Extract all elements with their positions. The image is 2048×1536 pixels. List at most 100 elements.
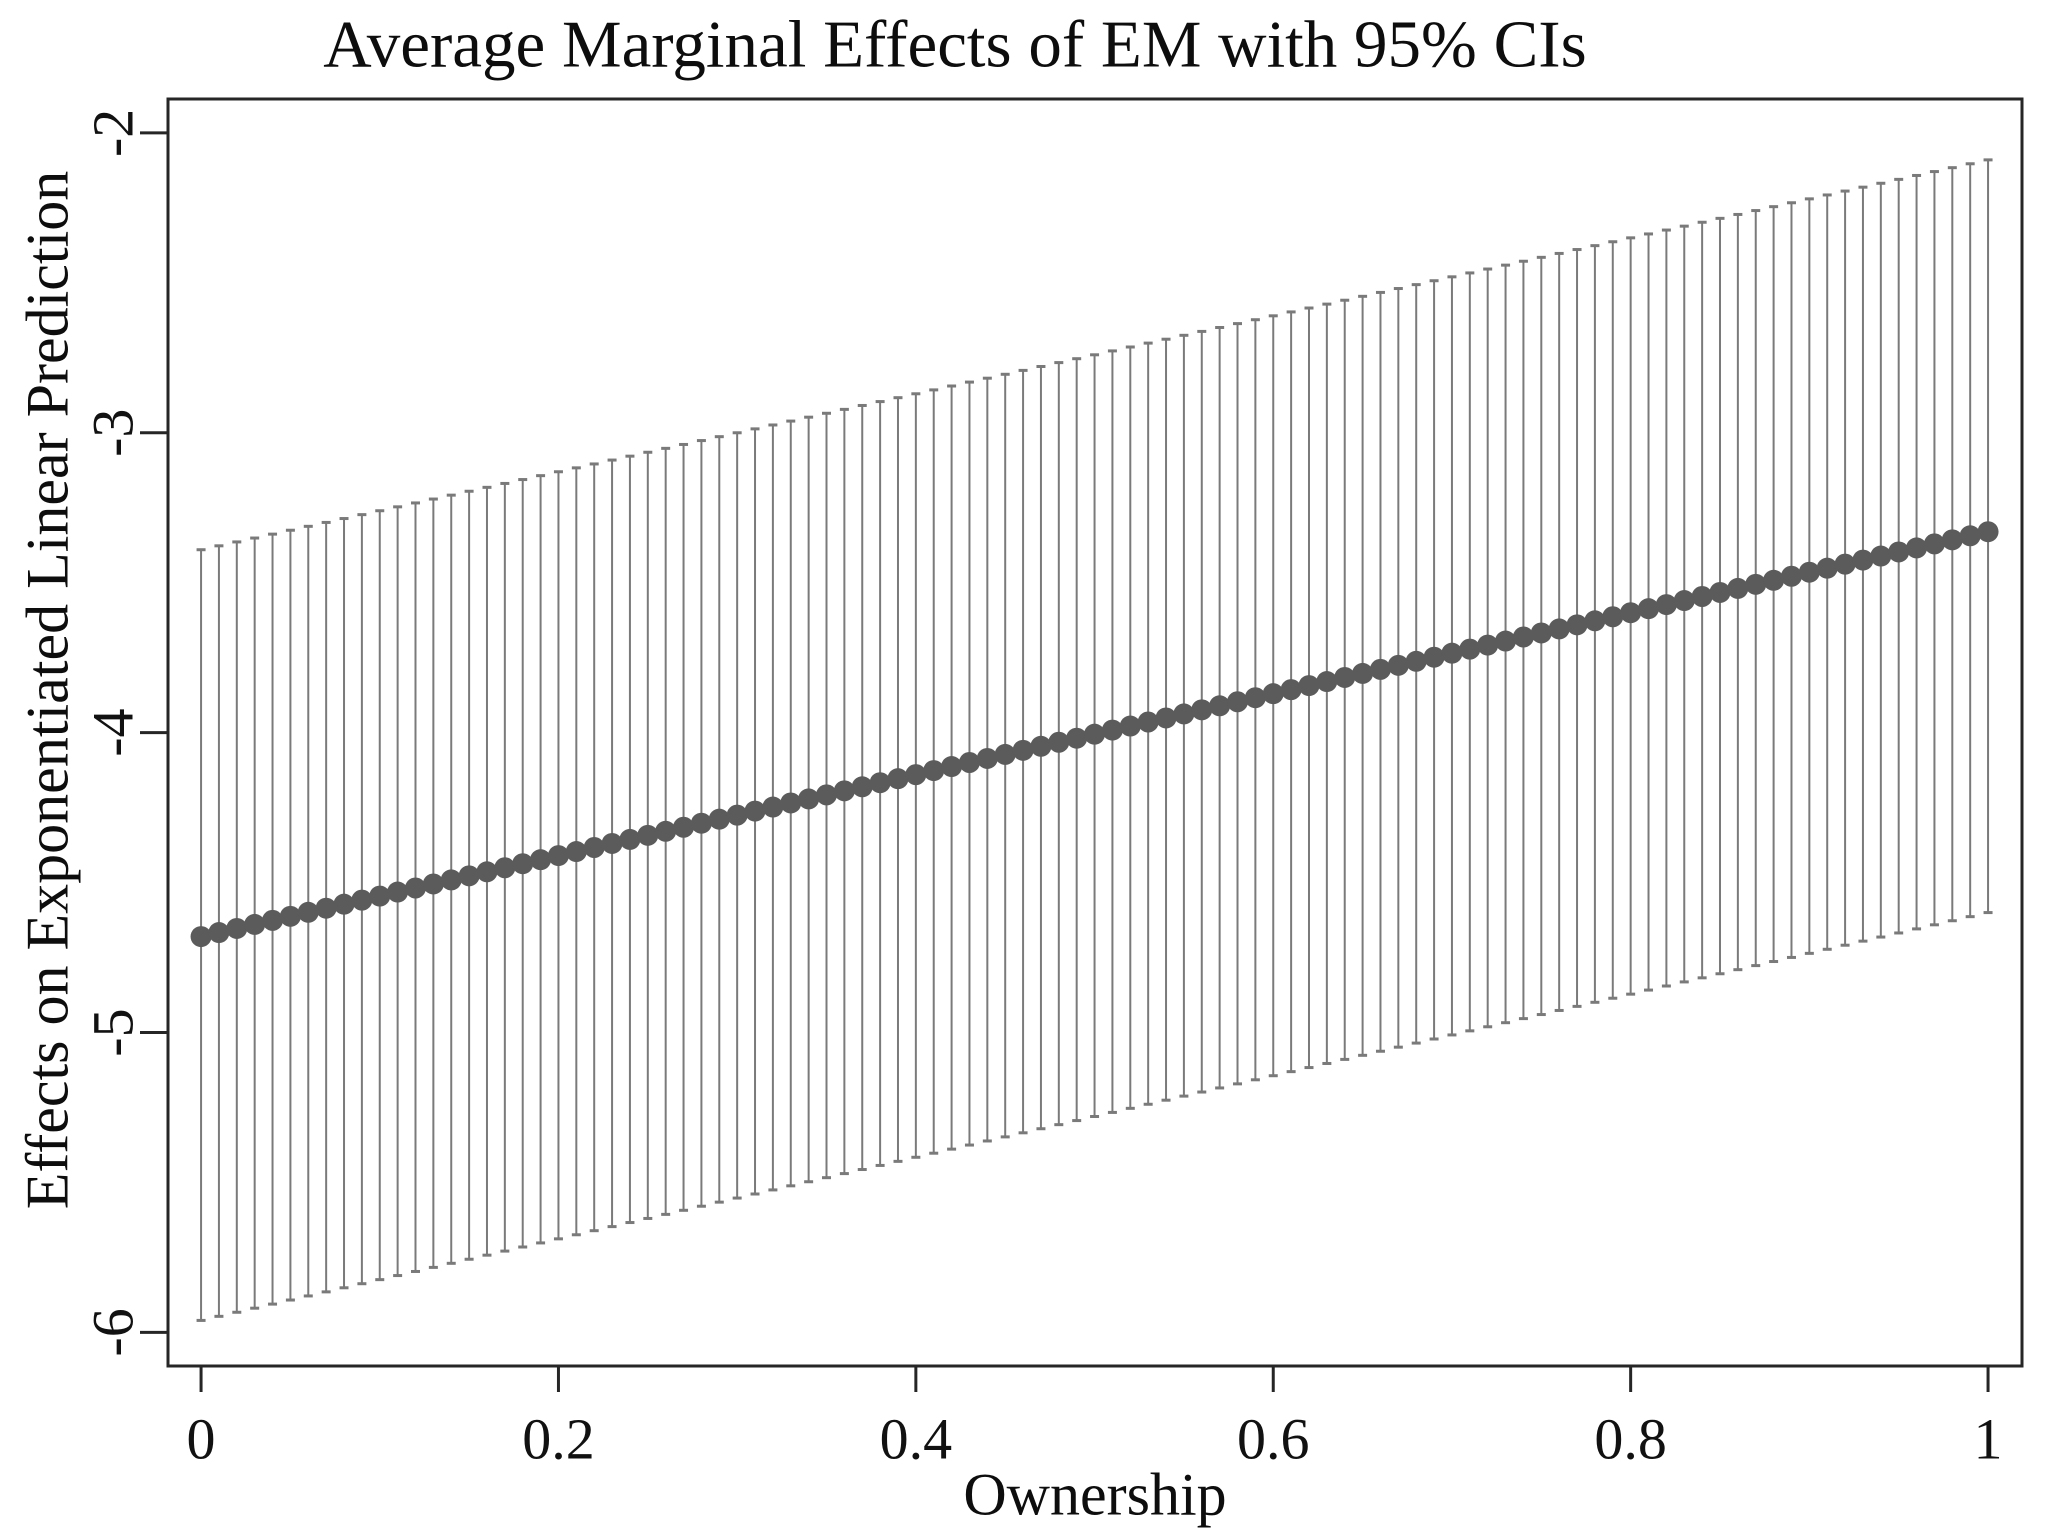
estimate-dot [1602,606,1624,628]
estimate-dot [279,905,301,927]
estimate-dot [583,837,605,859]
estimate-dot [1387,654,1409,676]
estimate-dot [1316,671,1338,693]
estimate-dot [1173,703,1195,725]
estimate-dot [1012,739,1034,761]
estimate-dot [816,784,838,806]
estimate-dot [1852,549,1874,571]
estimate-dot [387,881,409,903]
estimate-dot [1959,525,1981,547]
estimate-dot [1101,719,1123,741]
estimate-dot [440,869,462,891]
x-tick-label: 0 [187,1406,216,1471]
estimate-dot [1030,735,1052,757]
estimate-dot [673,816,695,838]
estimate-dot [619,828,641,850]
estimate-dot [1244,687,1266,709]
estimate-dot [547,845,569,867]
estimate-dot [1084,723,1106,745]
x-tick-label: 0.8 [1594,1406,1667,1471]
estimate-dot [887,768,909,790]
chart-title: Average Marginal Effects of EM with 95% … [323,7,1587,82]
estimate-dot [1191,699,1213,721]
estimate-dot [208,922,230,944]
estimate-dot [923,760,945,782]
x-axis-ticks: 0 0.2 0.4 0.6 0.8 1 [187,1366,2003,1471]
x-axis-title: Ownership [963,1461,1227,1528]
estimate-dot [1334,666,1356,688]
estimate-dot [369,885,391,907]
estimate-dot [1048,731,1070,753]
estimate-dot [708,808,730,830]
estimate-dot [494,857,516,879]
estimate-dot [315,897,337,919]
estimate-dot [1405,650,1427,672]
estimate-dot [1512,626,1534,648]
estimate-dot [1066,727,1088,749]
estimate-dot [1763,569,1785,591]
estimate-dot [1673,590,1695,612]
estimate-dot [744,800,766,822]
estimate-dot [1906,537,1928,559]
estimate-dot [1459,638,1481,660]
estimate-dot [655,820,677,842]
estimate-dot [1584,610,1606,632]
estimate-dot [1441,642,1463,664]
estimate-dot [1888,541,1910,563]
estimate-dot [1816,557,1838,579]
estimate-dot [1691,586,1713,608]
x-tick-label: 1 [1974,1406,2003,1471]
estimate-dot [1369,658,1391,680]
estimate-dot [905,764,927,786]
estimate-dot [994,743,1016,765]
y-axis-ticks: -2 -3 -4 -5 -6 [80,109,168,1357]
estimate-dot [1495,630,1517,652]
x-tick-label: 0.6 [1237,1406,1310,1471]
estimate-dot [333,893,355,915]
estimate-dot [226,917,248,939]
estimate-dot [1780,565,1802,587]
y-tick-label: -5 [80,1008,145,1056]
estimate-dot [190,926,212,948]
estimate-dot [637,824,659,846]
estimate-dot [1477,634,1499,656]
estimate-dot [1745,573,1767,595]
estimate-dot [976,747,998,769]
estimate-dot [1262,683,1284,705]
estimate-dot [690,812,712,834]
estimate-dot [1530,622,1552,644]
estimate-dot [833,780,855,802]
estimate-dot [512,853,534,875]
estimate-dot [1280,679,1302,701]
estimate-dot [762,796,784,818]
estimate-dot [1727,577,1749,599]
estimate-dot [1423,646,1445,668]
estimate-dot [262,909,284,931]
estimate-dot [726,804,748,826]
estimate-dot [1620,602,1642,624]
estimate-dot [869,772,891,794]
estimate-dot [1834,553,1856,575]
y-tick-label: -6 [80,1308,145,1356]
estimate-dot [1566,614,1588,636]
estimate-dot [1638,598,1660,620]
estimate-dot [1298,675,1320,697]
x-tick-label: 0.4 [880,1406,953,1471]
estimate-dot [1155,707,1177,729]
x-tick-label: 0.2 [522,1406,595,1471]
y-tick-label: -2 [80,109,145,157]
estimate-dot [1977,521,1999,543]
estimate-dot [958,751,980,773]
estimate-dot [244,913,266,935]
estimate-dot [941,756,963,778]
estimate-dot [1548,618,1570,640]
estimate-dot [565,841,587,863]
estimate-dot [297,901,319,923]
estimate-dot [422,873,444,895]
y-tick-label: -4 [80,708,145,756]
estimate-dot [1870,545,1892,567]
estimate-dot [530,849,552,871]
estimate-dots-layer [190,521,1999,948]
